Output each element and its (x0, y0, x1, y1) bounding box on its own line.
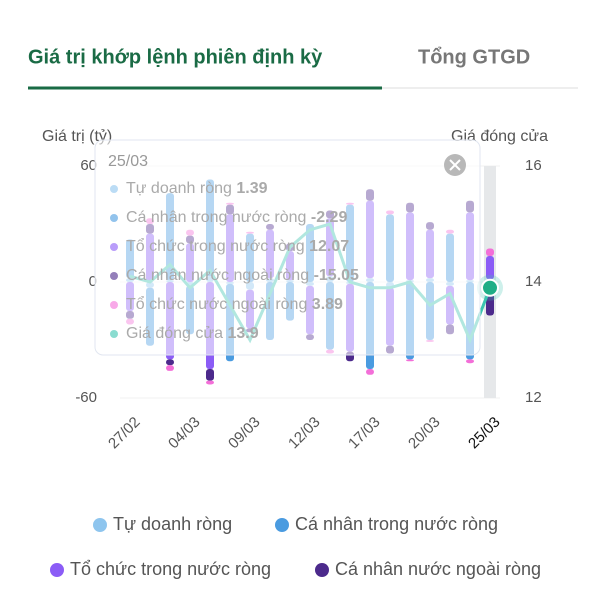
tooltip-value: -2.29 (311, 209, 348, 226)
tooltip-label: Tổ chức nước ngoài ròng (126, 295, 307, 313)
tooltip-value: 1.39 (236, 180, 267, 197)
tooltip-value: -15.05 (314, 267, 359, 284)
tooltip-label: Cá nhân trong nước ròng (126, 209, 306, 226)
tooltip-label: Tự doanh ròng (126, 180, 232, 197)
bar-segment (166, 365, 174, 371)
y-tick-label: 60 (80, 157, 97, 174)
bar-segment (486, 248, 494, 256)
legend-label[interactable]: Cá nhân trong nước ròng (295, 514, 498, 534)
tooltip-dot (110, 301, 118, 309)
tooltip-value: 13.9 (227, 325, 258, 342)
x-tick-label: 27/02 (105, 414, 144, 453)
tooltip-dot (110, 185, 118, 193)
bar-segment (486, 255, 494, 280)
legend-marker[interactable] (315, 563, 329, 577)
bar-segment (166, 359, 174, 366)
x-tick-label: 09/03 (225, 414, 264, 453)
point (481, 278, 499, 297)
bar-segment (406, 359, 414, 362)
legend-marker[interactable] (93, 518, 107, 532)
tooltip-label: Giá đóng cửa (126, 325, 223, 342)
y2-tick-label: 12 (525, 389, 542, 406)
tooltip-dot (110, 214, 118, 222)
tooltip-label: Tổ chức trong nước ròng (126, 237, 305, 255)
x-tick-label: 12/03 (285, 414, 324, 453)
tooltip-item: Tự doanh ròng 1.39 (126, 180, 268, 197)
tab-active[interactable]: Giá trị khớp lệnh phiên định kỳ (28, 46, 323, 68)
legend-label[interactable]: Tổ chức trong nước ròng (70, 559, 271, 579)
tooltip (94, 139, 481, 356)
y2-tick-label: 16 (525, 157, 542, 174)
x-tick-label: 20/03 (405, 414, 444, 453)
tooltip-item: Cá nhân nước ngoài ròng -15.05 (126, 267, 359, 284)
y2-tick-label: 14 (525, 273, 542, 290)
tooltip-dot (110, 243, 118, 251)
tab[interactable]: Tổng GTGD (418, 46, 530, 68)
tooltip-dot (110, 272, 118, 280)
y-tick-label: 0 (89, 273, 97, 290)
tooltip-value: 12.07 (309, 238, 349, 255)
y-tick-label: -60 (75, 389, 97, 406)
tooltip-title: 25/03 (108, 153, 148, 170)
tooltip-item: Cá nhân trong nước ròng -2.29 (126, 209, 347, 226)
legend-marker[interactable] (50, 563, 64, 577)
x-tick-label: 17/03 (345, 414, 384, 453)
tooltip-item: Tổ chức nước ngoài ròng 3.89 (126, 295, 343, 313)
tooltip-dot (110, 330, 118, 338)
tooltip-value: 3.89 (312, 296, 343, 313)
tooltip-label: Cá nhân nước ngoài ròng (126, 267, 309, 284)
legend-label[interactable]: Tự doanh ròng (113, 514, 232, 534)
y-axis-title: Giá trị (tỷ) (42, 128, 112, 145)
x-tick-label: 25/03 (465, 414, 504, 453)
tooltip-item: Tổ chức trong nước ròng 12.07 (126, 237, 349, 255)
tooltip-item: Giá đóng cửa 13.9 (126, 325, 259, 342)
bar-segment (466, 359, 474, 364)
legend-label[interactable]: Cá nhân nước ngoài ròng (335, 559, 541, 579)
bar-segment (366, 369, 374, 375)
x-tick-label: 04/03 (165, 414, 204, 453)
legend-marker[interactable] (275, 518, 289, 532)
bar-segment (206, 380, 214, 385)
close-icon (449, 159, 461, 171)
bar-segment (206, 369, 214, 381)
